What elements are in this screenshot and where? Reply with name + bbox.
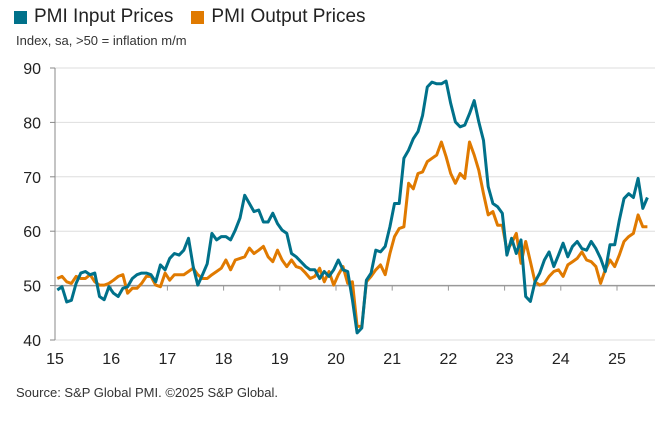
source-note: Source: S&P Global PMI. ©2025 S&P Global… — [16, 385, 279, 400]
x-tick-label: 22 — [440, 351, 458, 368]
legend-swatch-output-prices — [191, 10, 205, 24]
legend-label-output-prices: PMI Output Prices — [211, 6, 366, 27]
x-tick-label: 24 — [552, 351, 570, 368]
chart-subtitle: Index, sa, >50 = inflation m/m — [16, 33, 187, 48]
legend-item-output-prices: PMI Output Prices — [191, 6, 366, 28]
series-line-output-prices — [56, 140, 648, 328]
y-tick-label: 90 — [23, 61, 41, 78]
legend-swatch-input-prices — [14, 10, 27, 24]
x-tick-label: 21 — [383, 351, 401, 368]
x-tick-label: 16 — [102, 351, 120, 368]
x-tick-label: 18 — [215, 351, 233, 368]
x-tick-label: 23 — [496, 351, 514, 368]
legend-item-input-prices: PMI Input Prices — [14, 6, 173, 28]
legend-label-input-prices: PMI Input Prices — [34, 6, 174, 27]
x-tick-label: 19 — [271, 351, 289, 368]
series-line-input-prices — [56, 79, 649, 335]
y-tick-label: 50 — [23, 279, 41, 296]
x-tick-label: 15 — [46, 351, 64, 368]
y-tick-label: 80 — [23, 115, 41, 132]
x-tick-label: 25 — [608, 351, 626, 368]
legend: PMI Input Prices PMI Output Prices — [14, 6, 366, 28]
x-tick-label: 20 — [327, 351, 345, 368]
y-tick-label: 40 — [23, 333, 41, 350]
y-tick-label: 70 — [23, 170, 41, 187]
y-tick-label: 60 — [23, 224, 41, 241]
x-tick-label: 17 — [159, 351, 177, 368]
